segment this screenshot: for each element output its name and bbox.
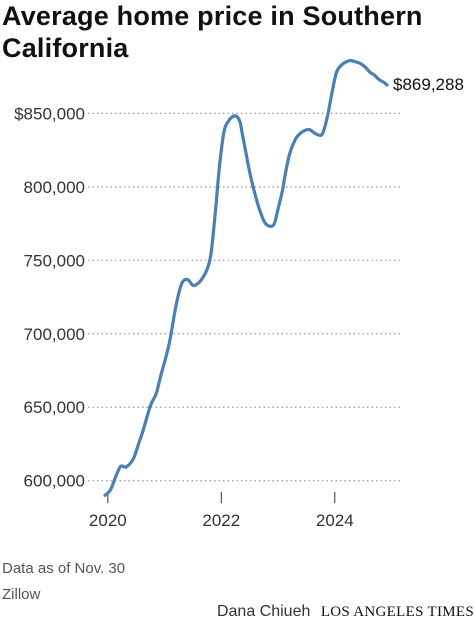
y-tick-label: 800,000 xyxy=(24,178,85,197)
y-tick-label: 600,000 xyxy=(24,472,85,491)
y-tick-label: 750,000 xyxy=(24,251,85,270)
x-tick-label: 2022 xyxy=(202,511,240,530)
credit-line: Dana Chiueh LOS ANGELES TIMES xyxy=(217,603,474,621)
x-tick-label: 2024 xyxy=(316,511,354,530)
byline: Dana Chiueh xyxy=(216,603,311,620)
x-tick-label: 2020 xyxy=(89,511,127,530)
end-value-label: $869,288 xyxy=(393,75,464,94)
series-line xyxy=(103,58,389,498)
publisher-logo: LOS ANGELES TIMES xyxy=(320,604,474,620)
x-axis: 2020 2022 2024 xyxy=(89,492,354,530)
y-axis-ticks: 600,000 650,000 700,000 750,000 800,000 $850,… xyxy=(14,104,85,490)
gridlines xyxy=(88,112,400,482)
data-date-note: Data as of Nov. 30 xyxy=(2,560,126,577)
y-tick-label: 700,000 xyxy=(24,325,85,344)
source-note: Zillow xyxy=(2,586,41,603)
y-tick-label: 650,000 xyxy=(24,398,85,417)
line-chart: 600,000 650,000 700,000 750,000 800,000 $850,… xyxy=(14,58,464,530)
y-tick-label: $850,000 xyxy=(14,104,85,123)
chart-title: Average home price in Southern Californi… xyxy=(2,1,423,63)
